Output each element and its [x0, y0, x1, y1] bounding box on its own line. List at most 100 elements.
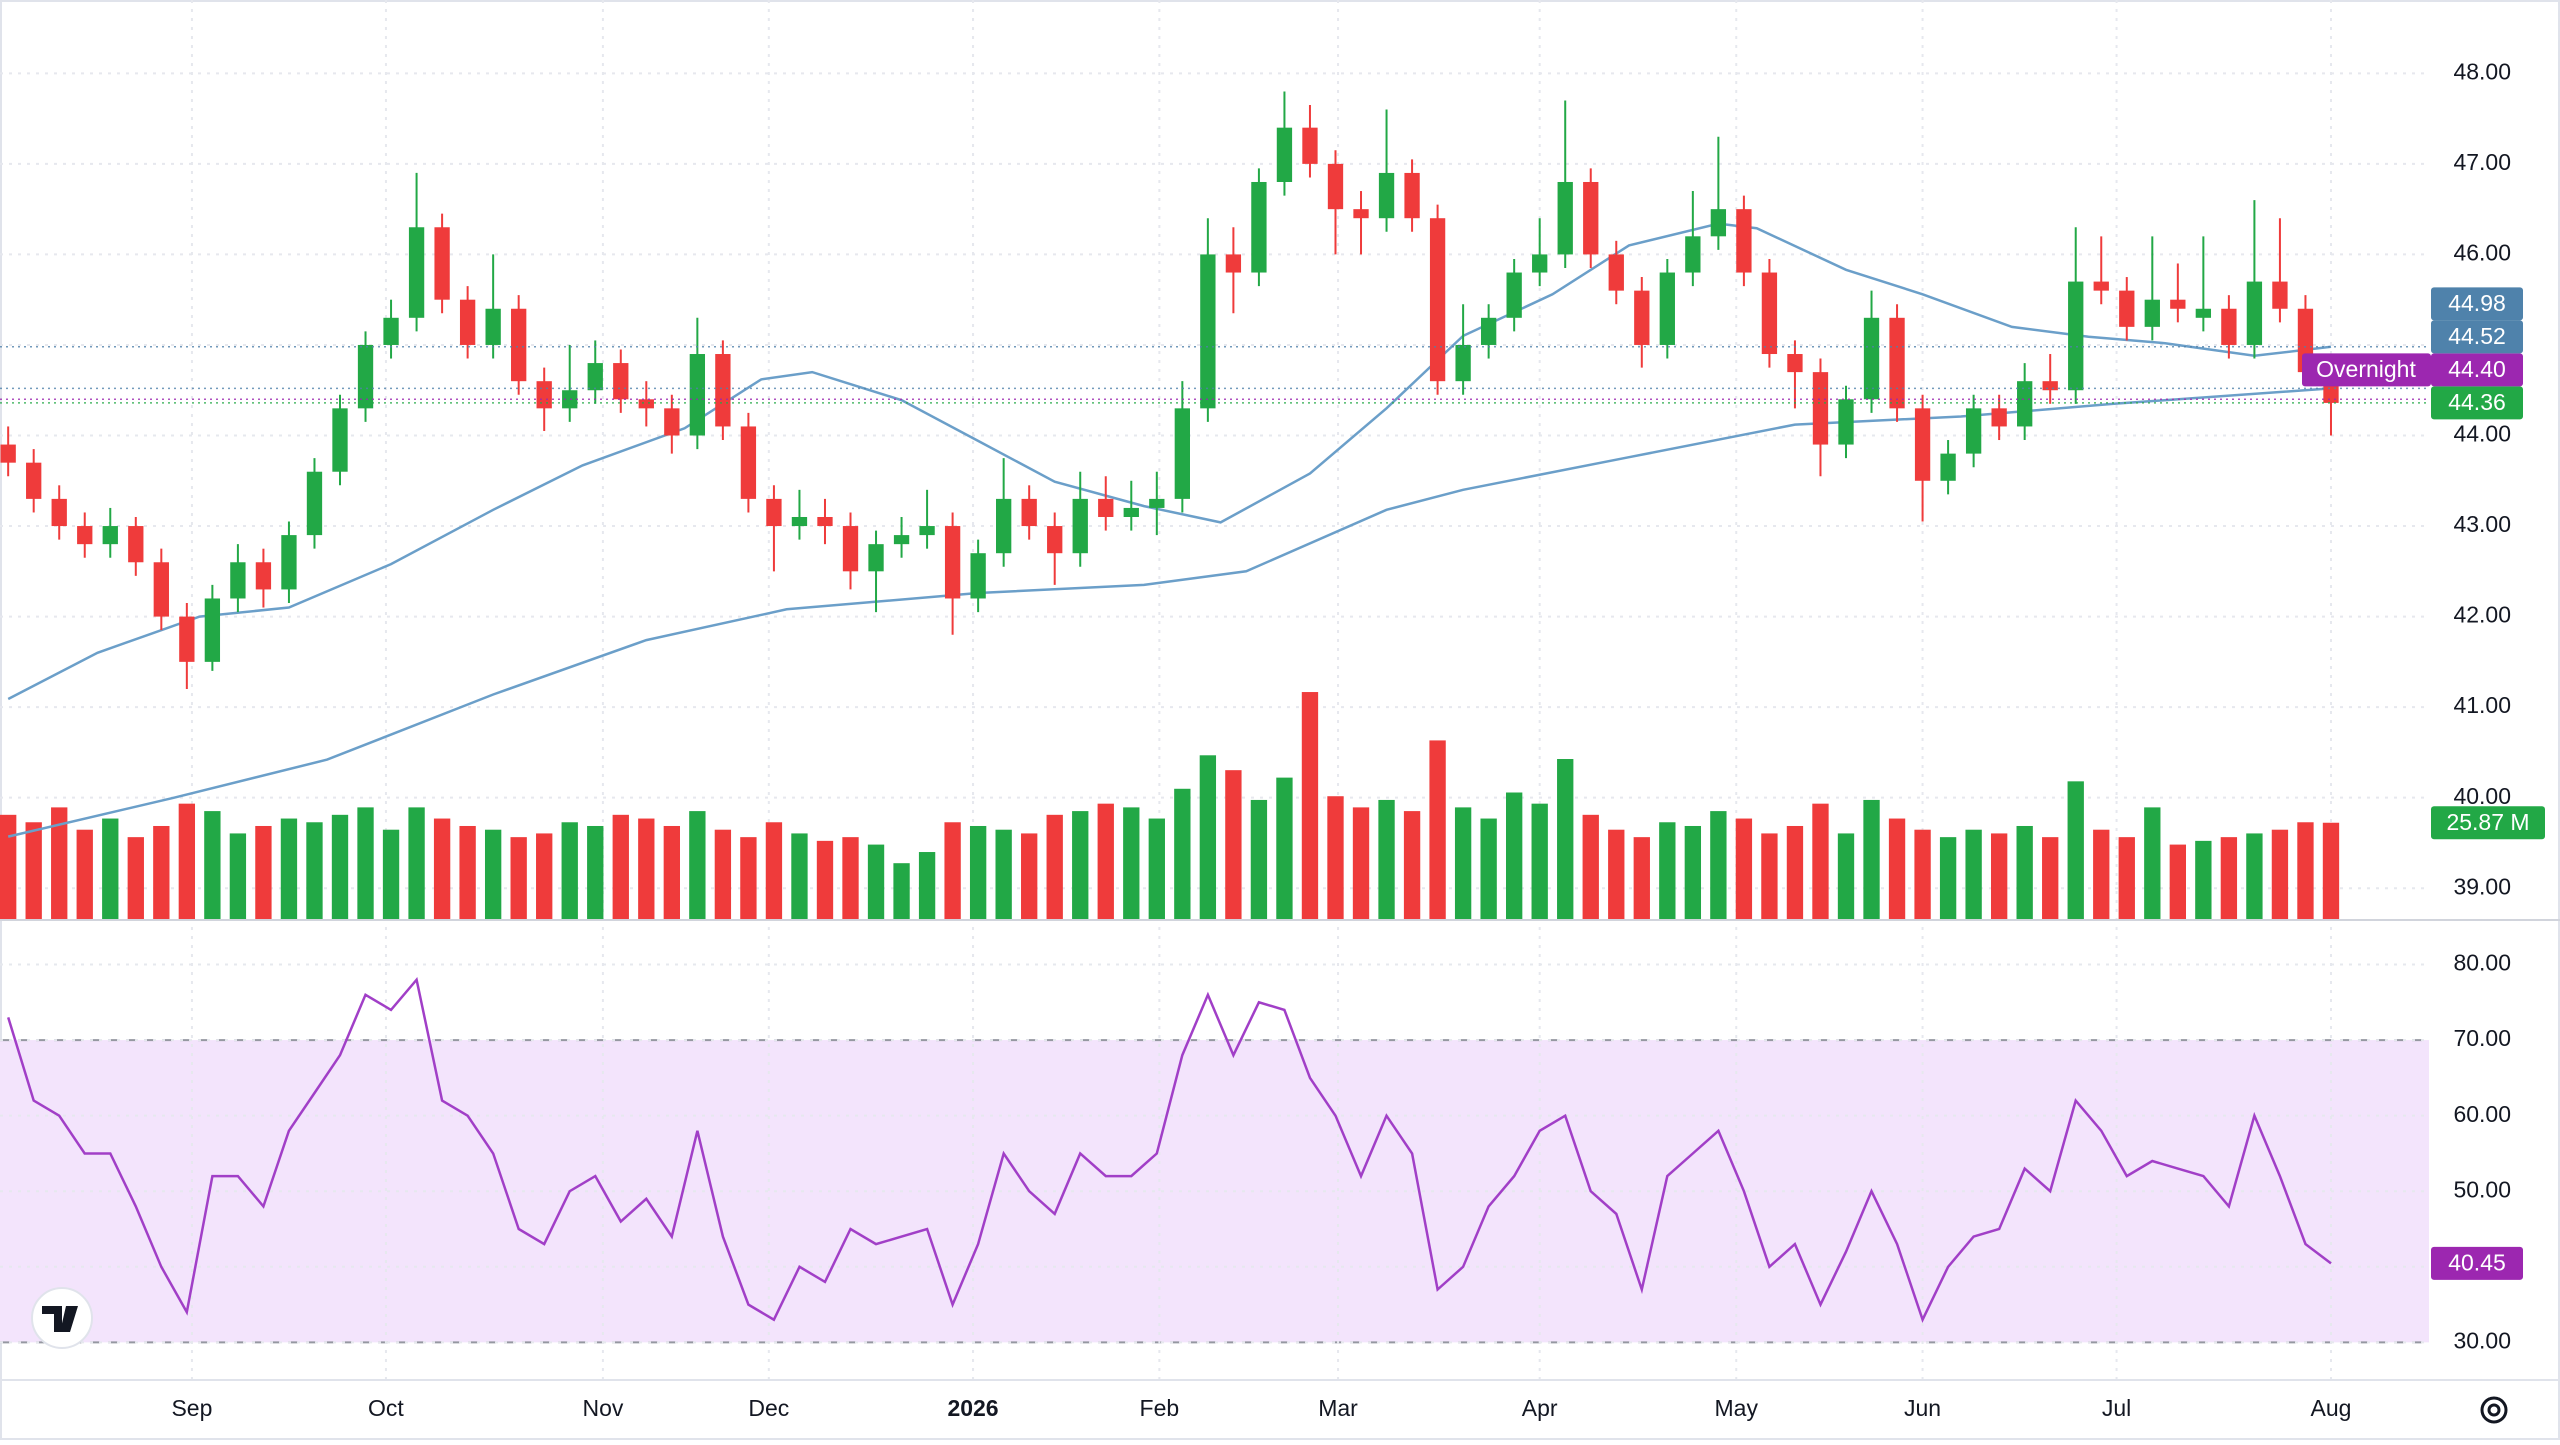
volume-bar — [1199, 755, 1217, 919]
volume-bar — [1761, 833, 1778, 919]
candle-body — [0, 444, 16, 463]
candle-body — [817, 516, 833, 527]
volume-bar — [2042, 837, 2059, 919]
candle-body — [1378, 172, 1395, 219]
volume-bar — [663, 825, 680, 919]
x-tick-label: Jun — [1904, 1395, 1941, 1421]
rsi-label-box — [2431, 1246, 2523, 1280]
volume-bar — [2220, 837, 2238, 919]
volume-bar — [536, 833, 553, 919]
volume-bar — [76, 829, 93, 919]
rsi-tick-label: 70.00 — [2453, 1025, 2511, 1051]
candle-body — [1608, 254, 1624, 291]
volume-bar — [791, 833, 808, 919]
candle-body — [26, 462, 42, 499]
candle-body — [357, 344, 374, 409]
candle-body — [919, 526, 935, 536]
volume-bar — [2271, 829, 2289, 919]
volume-bar — [1735, 818, 1753, 919]
y-tick-label: 46.00 — [2453, 240, 2511, 266]
volume-bar — [1506, 792, 1523, 919]
volume-bar — [1965, 829, 1982, 919]
volume-bar — [204, 811, 221, 919]
volume-bar — [1174, 788, 1191, 919]
volume-bar — [0, 814, 17, 919]
volume-bar — [1659, 822, 1676, 919]
volume-bar — [1888, 818, 1906, 919]
candle-body — [1200, 254, 1216, 409]
candle-body — [1583, 181, 1599, 255]
volume-bar — [1046, 814, 1063, 919]
logo-mark[interactable] — [42, 1306, 78, 1332]
candle-body — [638, 399, 654, 409]
volume-bar — [1531, 803, 1548, 919]
volume-bar — [1301, 692, 1319, 919]
candle-body — [1098, 498, 1114, 517]
volume-bar — [1225, 770, 1242, 919]
candle-body — [740, 426, 757, 499]
candle-body — [1404, 172, 1420, 219]
candle-body — [1047, 526, 1063, 554]
candle-body — [1838, 399, 1854, 445]
x-tick-label: Mar — [1318, 1395, 1358, 1421]
price-label-text: 44.98 — [2448, 290, 2506, 316]
candle-body — [1659, 272, 1675, 345]
candle-body — [383, 317, 399, 345]
rsi-tick-label: 30.00 — [2453, 1327, 2511, 1353]
candle-body — [77, 526, 93, 545]
y-tick-label: 47.00 — [2453, 149, 2511, 175]
volume-bar — [1837, 833, 1855, 919]
candle-body — [536, 381, 552, 409]
candle-body — [1353, 209, 1369, 219]
y-tick-label: 42.00 — [2453, 602, 2511, 628]
volume-bar — [2118, 837, 2135, 919]
logo[interactable] — [31, 1287, 93, 1349]
gear-ring[interactable] — [2480, 1396, 2508, 1424]
volume-bar — [459, 825, 476, 919]
gear-hub[interactable] — [2487, 1403, 2501, 1417]
volume-bar — [229, 833, 247, 919]
x-tick-label: Jul — [2102, 1395, 2131, 1421]
candle-body — [715, 354, 731, 427]
volume-bar — [1914, 829, 1931, 919]
volume-bar — [1148, 818, 1165, 919]
candle-body — [2221, 308, 2237, 345]
volume-bar — [484, 829, 502, 919]
volume-bar — [1097, 803, 1114, 919]
volume-bar — [2246, 833, 2263, 919]
volume-bar — [1684, 825, 1702, 919]
volume-bar — [1633, 837, 1650, 919]
volume-bar — [280, 818, 298, 919]
volume-bar — [969, 825, 987, 919]
candle-body — [1480, 317, 1497, 345]
candle-body — [179, 616, 195, 662]
rsi-tick-label: 50.00 — [2453, 1176, 2511, 1202]
candle-body — [613, 363, 629, 400]
candle-body — [689, 354, 706, 436]
volume-bar — [1582, 814, 1599, 919]
candle-body — [281, 535, 297, 590]
candle-body — [2272, 281, 2288, 309]
candle-body — [1634, 290, 1650, 345]
volume-bar — [1863, 799, 1880, 919]
volume-bar — [638, 818, 655, 919]
volume-bar — [255, 825, 272, 919]
candle-body — [791, 516, 808, 527]
rsi-tick-label: 80.00 — [2453, 950, 2511, 976]
candle-body — [1965, 408, 1982, 454]
x-tick-label: 2026 — [947, 1395, 998, 1421]
volume-bar — [1123, 807, 1140, 919]
volume-bar — [816, 840, 834, 919]
volume-bar — [408, 807, 425, 919]
candle-body — [1276, 127, 1293, 182]
candle-body — [1327, 163, 1344, 210]
rsi-line — [7, 976, 2332, 1324]
candle-body — [230, 562, 246, 599]
volume-bar — [25, 822, 42, 919]
price-label-text: 44.52 — [2448, 323, 2506, 349]
settings-icon[interactable] — [2480, 1396, 2508, 1424]
volume-bar — [995, 829, 1012, 919]
volume-label-box — [2431, 806, 2545, 840]
moving-average-line — [7, 222, 2332, 701]
